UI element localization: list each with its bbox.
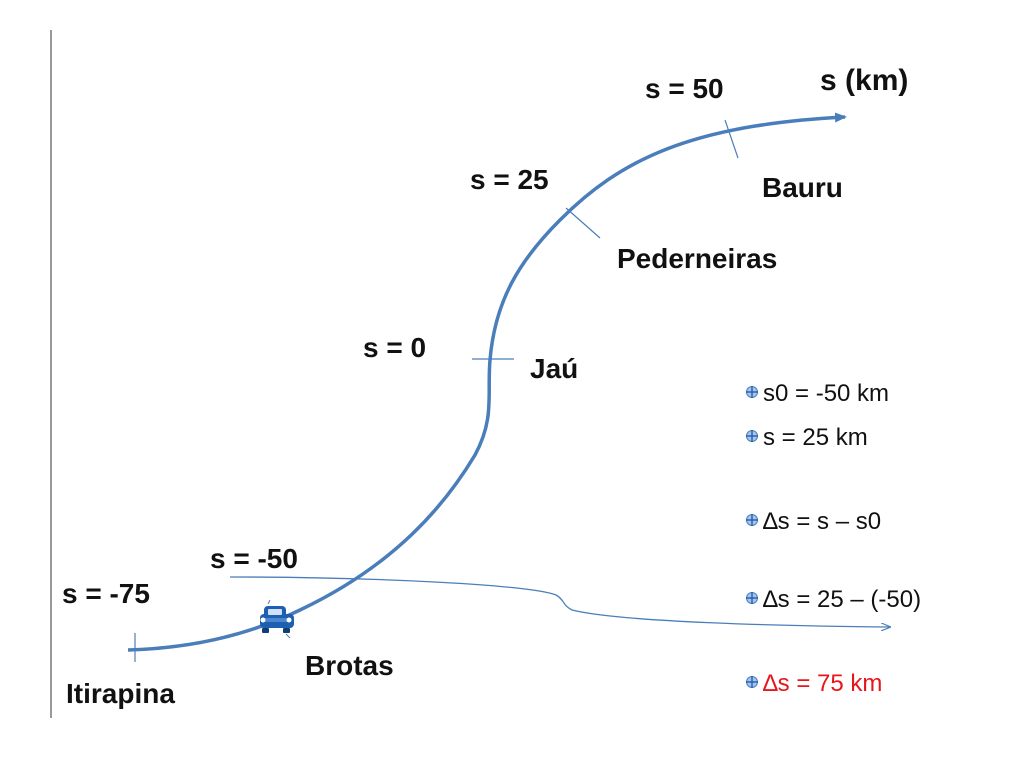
car-icon [260, 599, 294, 639]
marker-s-m50: s = -50 [210, 543, 298, 574]
list-item: s = 25 km [745, 426, 868, 450]
marker-s-m75: s = -75 [62, 578, 150, 609]
axis-label: s (km) [820, 64, 909, 97]
list-item: s0 = -50 km [745, 382, 889, 406]
bullet-icon [746, 676, 758, 688]
bullet-text: ∆s = 25 – (-50) [763, 586, 922, 613]
city-itirapina: Itirapina [66, 678, 175, 709]
marker-s-0: s = 0 [363, 332, 427, 363]
bullet-icon [746, 430, 758, 442]
bullet-text: ∆s = s – s0 [763, 508, 882, 535]
marker-s-50: s = 50 [645, 73, 724, 104]
displacement-arrow [229, 576, 890, 627]
city-pederneiras: Pederneiras [617, 243, 778, 274]
bullet-icon [746, 592, 758, 604]
bullet-text: s = 25 km [763, 424, 868, 451]
tick-s-50 [724, 119, 739, 159]
bullet-text: s0 = -50 km [763, 380, 890, 407]
tick-s-25 [565, 207, 601, 239]
list-item-result: ∆s = 75 km [745, 672, 882, 696]
city-brotas: Brotas [305, 650, 394, 681]
bullet-text-result: ∆s = 75 km [763, 670, 883, 697]
bullet-icon [746, 514, 758, 526]
city-jau: Jaú [530, 353, 579, 384]
list-item: ∆s = s – s0 [745, 510, 881, 534]
bullet-icon [746, 386, 758, 398]
city-bauru: Bauru [762, 172, 843, 203]
marker-s-25: s = 25 [470, 164, 549, 195]
list-item: ∆s = 25 – (-50) [745, 588, 921, 612]
